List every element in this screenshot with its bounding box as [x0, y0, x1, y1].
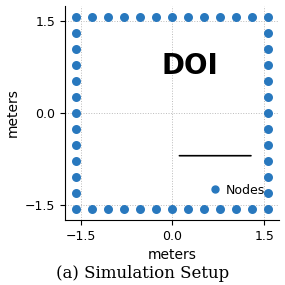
- Point: [74, 78, 78, 83]
- Y-axis label: meters: meters: [5, 88, 20, 137]
- Point: [74, 159, 78, 163]
- Point: [74, 46, 78, 51]
- Point: [74, 95, 78, 99]
- Point: [266, 30, 271, 35]
- Point: [74, 191, 78, 195]
- Point: [74, 30, 78, 35]
- Legend: Nodes: Nodes: [209, 184, 265, 197]
- Point: [266, 207, 271, 211]
- Point: [234, 14, 239, 19]
- Point: [138, 14, 142, 19]
- Point: [266, 14, 271, 19]
- Point: [74, 207, 78, 211]
- Text: (a) Simulation Setup: (a) Simulation Setup: [56, 265, 229, 282]
- Point: [266, 78, 271, 83]
- Point: [266, 95, 271, 99]
- Point: [202, 207, 207, 211]
- Point: [266, 191, 271, 195]
- Point: [266, 142, 271, 147]
- Text: DOI: DOI: [161, 52, 218, 80]
- X-axis label: meters: meters: [148, 248, 197, 262]
- Point: [74, 175, 78, 179]
- Point: [154, 14, 158, 19]
- Point: [138, 207, 142, 211]
- Point: [106, 207, 111, 211]
- Point: [74, 127, 78, 131]
- Point: [122, 207, 127, 211]
- Point: [170, 207, 175, 211]
- Point: [90, 207, 95, 211]
- Point: [90, 14, 95, 19]
- Point: [218, 14, 223, 19]
- Point: [202, 14, 207, 19]
- Point: [234, 207, 239, 211]
- Point: [74, 14, 78, 19]
- Point: [250, 14, 255, 19]
- Point: [186, 207, 191, 211]
- Point: [266, 46, 271, 51]
- Point: [266, 111, 271, 115]
- Point: [266, 175, 271, 179]
- Point: [170, 14, 175, 19]
- Point: [250, 207, 255, 211]
- Point: [266, 127, 271, 131]
- Point: [218, 207, 223, 211]
- Point: [186, 14, 191, 19]
- Point: [266, 62, 271, 67]
- Point: [154, 207, 158, 211]
- Point: [74, 62, 78, 67]
- Point: [74, 111, 78, 115]
- Point: [106, 14, 111, 19]
- Point: [74, 142, 78, 147]
- Point: [122, 14, 127, 19]
- Point: [266, 159, 271, 163]
